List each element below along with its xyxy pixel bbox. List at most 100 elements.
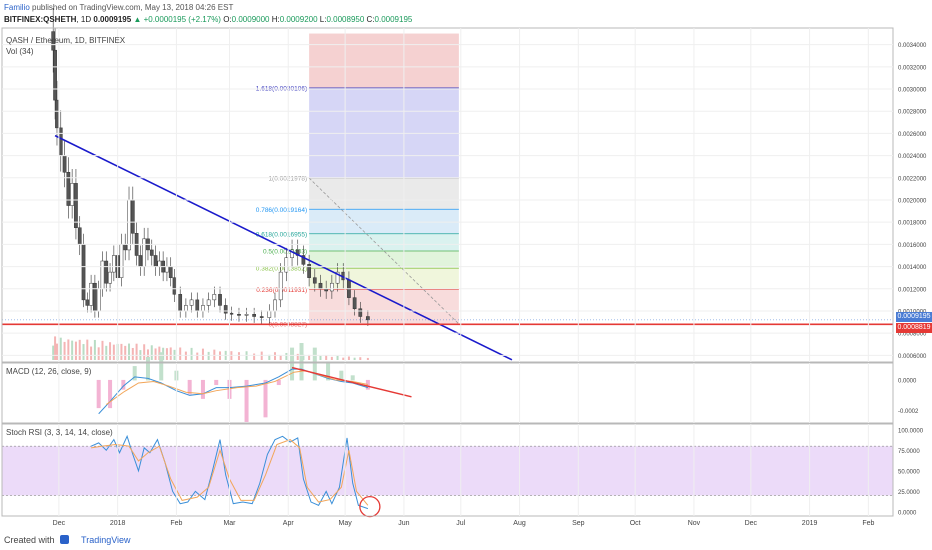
main-pane: 0(0.0008827)0.236(0.0011931)0.382(0.0013… bbox=[2, 8, 893, 361]
fib-level-label: 0.382(0.0013852) bbox=[256, 266, 307, 273]
x-tick-label: Feb bbox=[170, 520, 182, 527]
candle-body bbox=[93, 282, 97, 312]
macd-divergence-line bbox=[291, 366, 412, 398]
volume-bar bbox=[273, 352, 276, 360]
last-price: 0.0009195 bbox=[93, 15, 132, 24]
volume-bar bbox=[366, 357, 369, 360]
main-pane-title[interactable]: QASH / Ethereum, 1D, BITFINEX bbox=[6, 36, 126, 45]
y-tick-label: 0.0032000 bbox=[898, 65, 927, 71]
candle-body bbox=[108, 271, 112, 284]
tradingview-logo-icon bbox=[60, 535, 70, 544]
volume-bar bbox=[253, 353, 256, 360]
candle-body bbox=[195, 299, 200, 312]
candle-body bbox=[149, 249, 154, 256]
macd-tick-label: 0.0000 bbox=[898, 378, 917, 384]
candle-body bbox=[259, 316, 264, 318]
volume-bar bbox=[165, 348, 168, 360]
candle-body bbox=[142, 238, 147, 267]
candle-body bbox=[66, 172, 71, 206]
candle-body bbox=[352, 297, 357, 309]
candle-body bbox=[330, 282, 334, 292]
created-with-text: Created with TradingView bbox=[4, 535, 131, 545]
candle-body bbox=[335, 271, 340, 284]
symbol-label: BITFINEX:QSHETH bbox=[4, 15, 77, 24]
candle-body bbox=[165, 266, 169, 273]
volume-bar bbox=[78, 339, 81, 360]
candle-body bbox=[301, 255, 306, 265]
stoch-band bbox=[2, 446, 893, 496]
stoch-tick-label: 75.0000 bbox=[898, 449, 920, 455]
volume-bar bbox=[237, 352, 240, 360]
macd-histogram-bar bbox=[350, 375, 355, 381]
x-tick-label: Jun bbox=[398, 520, 409, 527]
volume-bar bbox=[90, 346, 93, 360]
author-link[interactable]: Familio bbox=[4, 3, 30, 12]
volume-bar bbox=[86, 339, 89, 360]
y-tick-label: 0.0022000 bbox=[898, 176, 927, 182]
fib-band bbox=[309, 268, 459, 290]
candle-body bbox=[81, 244, 86, 301]
support-price-tag: 0.0008819 bbox=[896, 323, 932, 333]
candle-body bbox=[77, 227, 82, 245]
macd-pane-title[interactable]: MACD (12, 26, close, 9) bbox=[6, 367, 92, 376]
volume-bar bbox=[201, 348, 204, 360]
candle-body bbox=[358, 308, 363, 317]
volume-bar bbox=[169, 347, 172, 360]
candle-body bbox=[307, 264, 311, 278]
candle-body bbox=[85, 299, 90, 306]
volume-bar bbox=[150, 345, 153, 360]
stoch-pane-title[interactable]: Stoch RSI (3, 3, 14, 14, close) bbox=[6, 428, 113, 437]
candle-body bbox=[123, 244, 128, 251]
candle-body bbox=[184, 305, 188, 312]
candle-body bbox=[130, 199, 135, 234]
footer: Created with TradingView bbox=[0, 531, 932, 550]
volume-bar bbox=[124, 345, 127, 360]
x-tick-label: Apr bbox=[283, 520, 295, 527]
volume-bar bbox=[296, 353, 299, 360]
volume-bar bbox=[135, 343, 138, 360]
volume-bar bbox=[112, 344, 115, 360]
volume-bar bbox=[109, 342, 112, 360]
stoch-tick-label: 100.0000 bbox=[898, 428, 924, 434]
volume-bar bbox=[279, 354, 282, 360]
macd-frame bbox=[1, 362, 894, 424]
candle-body bbox=[201, 305, 205, 312]
candle-body bbox=[278, 271, 283, 301]
volume-label[interactable]: Vol (34) bbox=[6, 47, 34, 56]
y-tick-label: 0.0006000 bbox=[898, 354, 927, 360]
macd-histogram-bar bbox=[290, 347, 295, 381]
last-price-tag: 0.0009195 bbox=[896, 312, 932, 322]
macd-histogram-bar bbox=[159, 352, 164, 381]
volume-bar bbox=[319, 355, 322, 360]
candle-body bbox=[244, 314, 249, 316]
volume-bar bbox=[308, 354, 311, 360]
macd-histogram-bar bbox=[263, 379, 268, 418]
macd-histogram-bar bbox=[132, 366, 137, 381]
volume-bar bbox=[196, 352, 199, 360]
close-label: C: bbox=[366, 15, 375, 24]
macd-histogram-bar bbox=[214, 379, 219, 386]
candle-body bbox=[168, 266, 173, 278]
y-tick-label: 0.0028000 bbox=[898, 110, 927, 116]
x-tick-label: Sep bbox=[572, 520, 585, 527]
candle-body bbox=[189, 299, 194, 306]
main-frame bbox=[1, 27, 894, 363]
y-tick-label: 0.0024000 bbox=[898, 154, 927, 160]
volume-bar bbox=[59, 337, 62, 360]
candle-body bbox=[74, 183, 78, 228]
macd-histogram-bar bbox=[339, 370, 344, 381]
macd-histogram-bar bbox=[145, 356, 150, 381]
tradingview-link[interactable]: TradingView bbox=[81, 535, 131, 545]
volume-bar bbox=[67, 339, 70, 360]
volume-bar bbox=[359, 357, 362, 360]
candle-body bbox=[111, 255, 116, 273]
macd-histogram-bar bbox=[312, 347, 317, 381]
volume-bar bbox=[143, 344, 146, 360]
candle-body bbox=[127, 199, 131, 251]
candle-body bbox=[290, 249, 294, 258]
high-label: H: bbox=[271, 15, 280, 24]
y-tick-label: 0.0026000 bbox=[898, 132, 927, 138]
macd-tick-label: -0.0002 bbox=[898, 409, 919, 415]
volume-bar bbox=[82, 344, 85, 360]
